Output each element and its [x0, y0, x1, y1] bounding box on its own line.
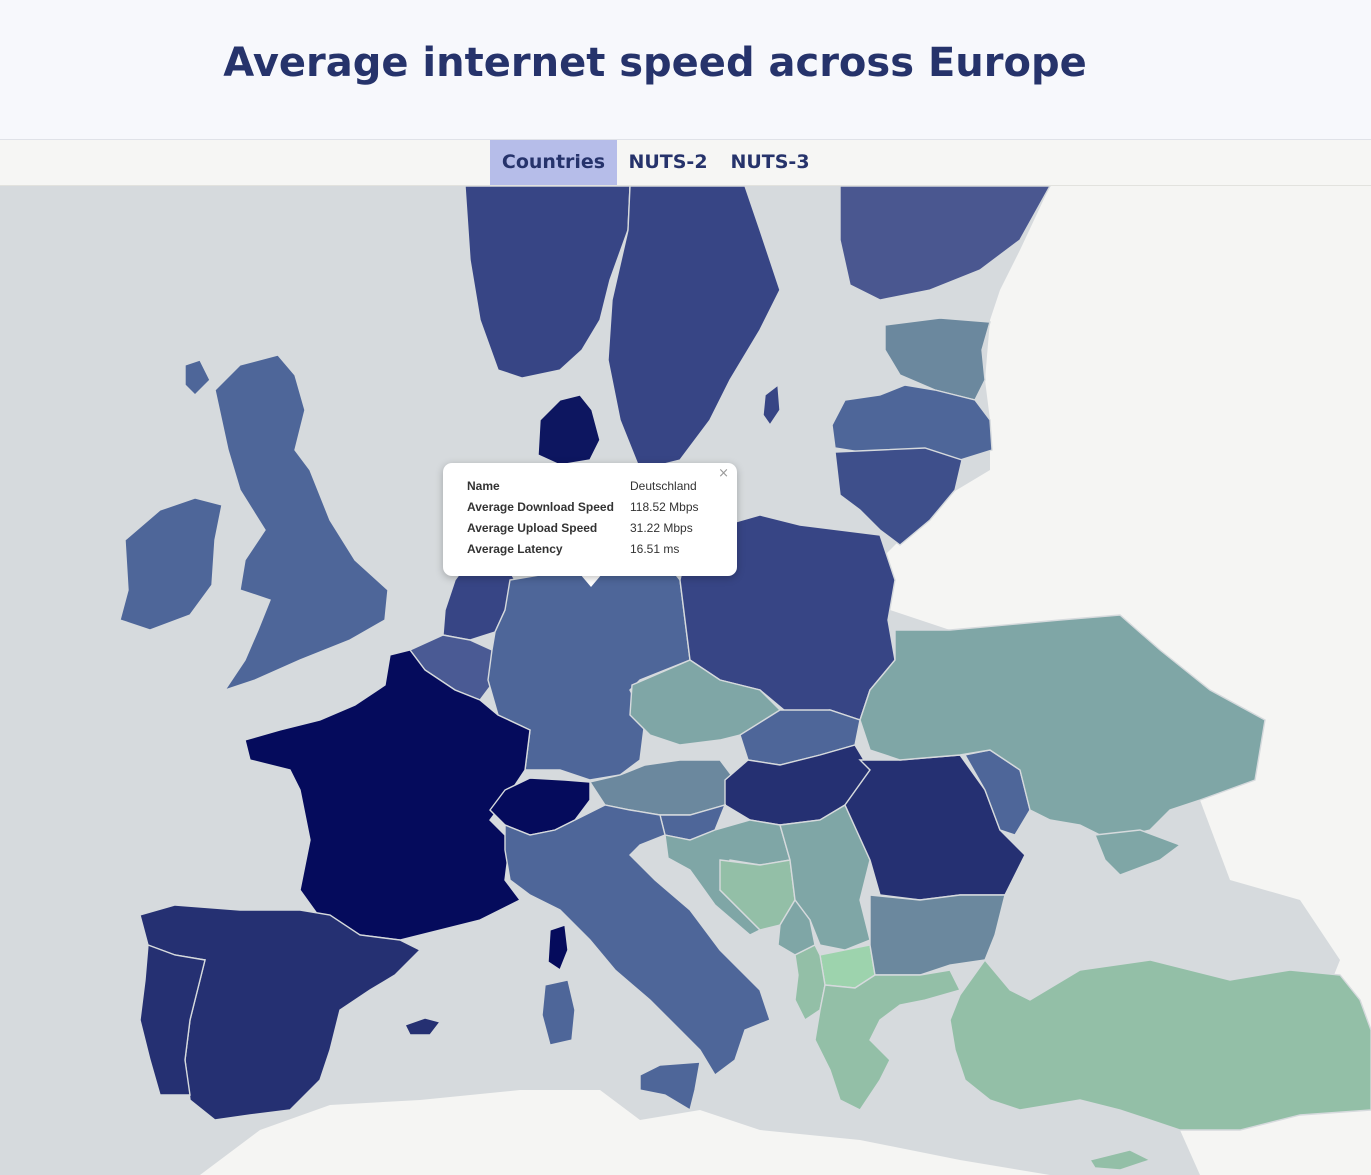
- country-france[interactable]: [244, 649, 531, 941]
- tab-nuts-3[interactable]: NUTS-3: [730, 151, 810, 173]
- country-cyprus[interactable]: [1088, 1149, 1152, 1171]
- popup-row: Average Latency 16.51 ms: [467, 541, 699, 562]
- country-info-popup: × Name Deutschland Average Download Spee…: [443, 463, 737, 576]
- region-gotland[interactable]: [762, 383, 781, 427]
- country-italy[interactable]: [504, 804, 771, 1077]
- popup-table: Name Deutschland Average Download Speed …: [467, 478, 699, 562]
- country-denmark[interactable]: [537, 394, 601, 466]
- popup-value-name: Deutschland: [630, 478, 697, 493]
- map-canvas[interactable]: [0, 186, 1371, 1175]
- page-title: Average internet speed across Europe: [223, 40, 1087, 86]
- country-croatia[interactable]: [664, 819, 791, 936]
- country-estonia[interactable]: [884, 317, 991, 401]
- page-header: Average internet speed across Europe: [0, 0, 1371, 140]
- tab-countries[interactable]: Countries: [490, 140, 617, 185]
- popup-tip: [580, 574, 602, 587]
- region-balearic-islands[interactable]: [404, 1017, 442, 1036]
- region-crimea[interactable]: [1094, 829, 1182, 876]
- popup-value-download: 118.52 Mbps: [630, 499, 699, 514]
- close-icon[interactable]: ×: [718, 466, 729, 481]
- popup-row: Average Upload Speed 31.22 Mbps: [467, 520, 699, 541]
- popup-value-latency: 16.51 ms: [630, 541, 680, 556]
- popup-key-latency: Average Latency: [467, 541, 563, 556]
- europe-map[interactable]: [0, 186, 1371, 1175]
- country-greece[interactable]: [814, 969, 962, 1111]
- tab-nuts-2[interactable]: NUTS-2: [628, 151, 708, 173]
- country-sweden[interactable]: [607, 186, 781, 471]
- popup-row: Name Deutschland: [467, 478, 699, 499]
- country-lithuania[interactable]: [834, 447, 963, 546]
- country-ukraine[interactable]: [859, 614, 1266, 841]
- country-latvia[interactable]: [831, 384, 993, 461]
- country-serbia[interactable]: [779, 803, 871, 951]
- popup-key-name: Name: [467, 478, 500, 493]
- north-africa-land: [200, 1090, 1050, 1175]
- region-outer-hebrides[interactable]: [184, 359, 211, 396]
- region-corsica[interactable]: [547, 924, 569, 972]
- region-sicily[interactable]: [639, 1061, 701, 1112]
- country-ireland[interactable]: [119, 497, 223, 631]
- country-turkey[interactable]: [949, 958, 1371, 1131]
- popup-key-download: Average Download Speed: [467, 499, 614, 514]
- popup-row: Average Download Speed 118.52 Mbps: [467, 499, 699, 520]
- country-finland[interactable]: [839, 186, 1051, 301]
- country-romania[interactable]: [844, 754, 1026, 901]
- country-united-kingdom[interactable]: [214, 354, 389, 692]
- region-sardinia[interactable]: [541, 979, 576, 1046]
- popup-key-upload: Average Upload Speed: [467, 520, 598, 535]
- tab-bar: Countries NUTS-2 NUTS-3: [0, 140, 1371, 186]
- country-portugal[interactable]: [139, 944, 206, 1096]
- popup-value-upload: 31.22 Mbps: [630, 520, 693, 535]
